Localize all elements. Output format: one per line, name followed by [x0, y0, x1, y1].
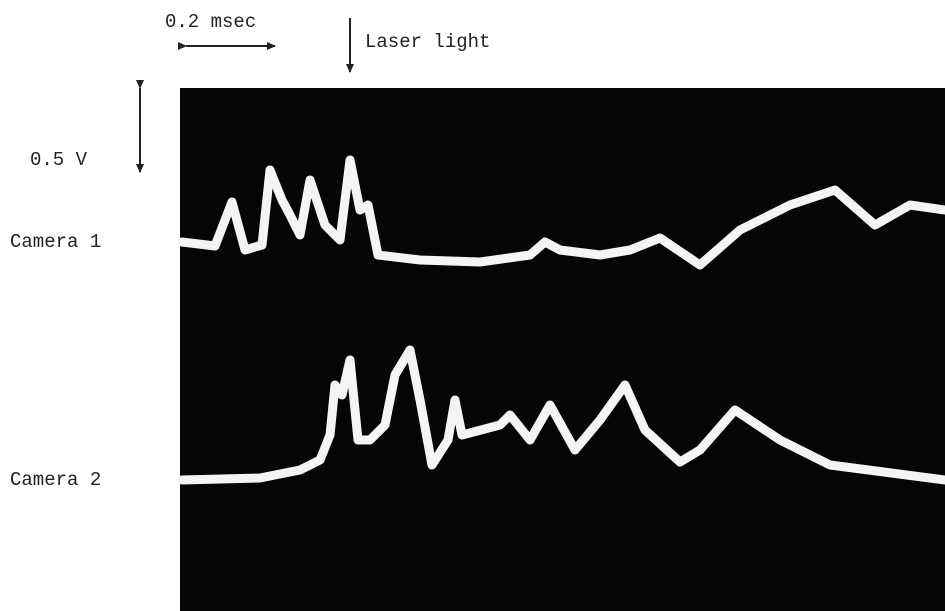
voltage-scale-label: 0.5 V [30, 149, 88, 171]
trace-label: Camera 1 [10, 231, 101, 253]
figure: 0.2 msec Laser light 0.5 V Camera 1 Came… [0, 0, 945, 611]
trace-label: Camera 2 [10, 469, 101, 491]
laser-label: Laser light [365, 31, 490, 53]
time-scale-label: 0.2 msec [165, 11, 256, 33]
page: 0.2 msec Laser light 0.5 V Camera 1 Came… [0, 0, 945, 611]
oscilloscope-screen [180, 88, 945, 611]
